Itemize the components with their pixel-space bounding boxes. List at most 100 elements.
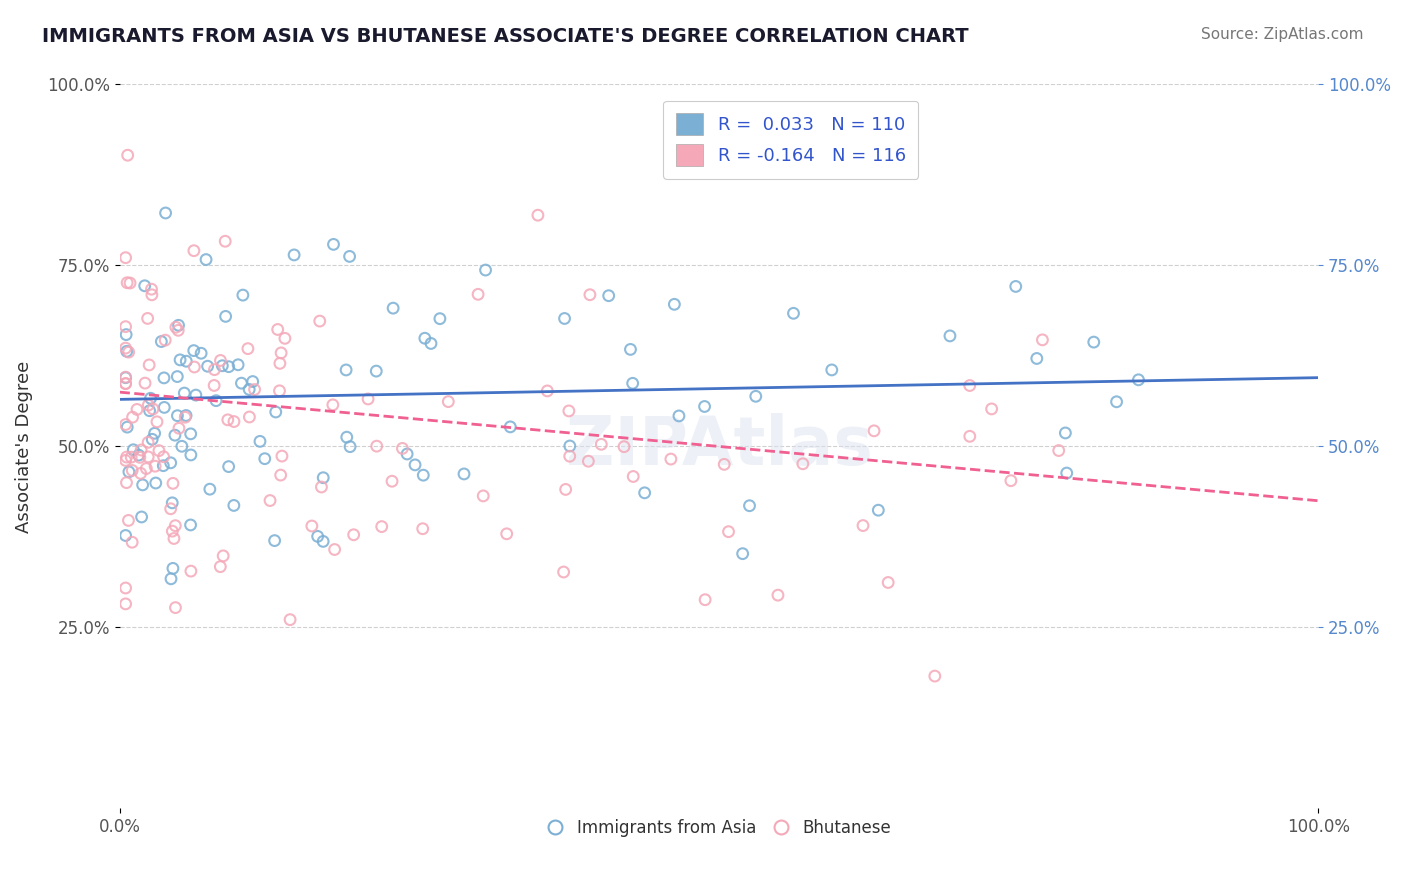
Point [129,442,152,457]
Point [141,433,163,447]
Point [125,402,148,417]
Point [138,358,160,372]
Point [453,467,475,481]
Point [959,429,981,443]
Point [370,519,392,533]
Text: IMMIGRANTS FROM ASIA VS BHUTANESE ASSOCIATE'S DEGREE CORRELATION CHART: IMMIGRANTS FROM ASIA VS BHUTANESE ASSOCI… [42,27,969,45]
Point [134,376,156,390]
Point [267,322,290,336]
Point [115,475,138,490]
Point [166,409,188,423]
Point [180,448,202,462]
Point [527,208,550,222]
Point [136,398,159,412]
Point [382,301,405,315]
Point [236,342,259,356]
Point [659,452,682,467]
Point [209,353,232,368]
Point [536,384,558,398]
Point [146,415,169,429]
Point [160,572,183,586]
Point [218,459,240,474]
Point [1031,333,1053,347]
Point [553,565,575,579]
Point [366,439,388,453]
Point [339,249,361,263]
Point [621,376,644,391]
Point [114,597,136,611]
Y-axis label: Associate's Degree: Associate's Degree [15,360,32,533]
Point [278,613,301,627]
Point [163,428,186,442]
Point [301,519,323,533]
Point [231,376,253,391]
Point [792,457,814,471]
Point [322,398,344,412]
Point [114,370,136,384]
Point [1025,351,1047,366]
Point [1047,443,1070,458]
Point [128,450,150,465]
Point [136,435,159,450]
Point [153,371,176,385]
Point [184,388,207,402]
Point [274,331,297,345]
Point [190,346,212,360]
Point [162,476,184,491]
Point [437,394,460,409]
Point [270,468,292,483]
Point [335,363,357,377]
Point [183,244,205,258]
Point [115,276,138,290]
Point [738,499,761,513]
Point [713,458,735,472]
Point [118,465,141,479]
Point [114,319,136,334]
Point [579,287,602,301]
Point [357,392,380,406]
Point [1105,394,1128,409]
Point [131,478,153,492]
Point [554,311,576,326]
Point [197,359,219,374]
Point [429,311,451,326]
Point [202,378,225,392]
Point [145,475,167,490]
Point [621,469,644,483]
Point [135,461,157,475]
Point [136,450,159,464]
Point [143,426,166,441]
Point [114,581,136,595]
Point [472,489,495,503]
Point [165,518,187,533]
Point [167,323,190,337]
Point [162,524,184,538]
Point [852,518,875,533]
Point [138,403,160,417]
Point [121,535,143,549]
Point [343,528,366,542]
Point [259,493,281,508]
Point [396,447,419,461]
Point [214,234,236,248]
Text: Source: ZipAtlas.com: Source: ZipAtlas.com [1201,27,1364,42]
Point [717,524,740,539]
Point [167,421,190,435]
Point [939,329,962,343]
Point [174,354,197,368]
Point [782,306,804,320]
Point [412,468,434,483]
Point [232,288,254,302]
Point [308,314,330,328]
Point [180,518,202,533]
Point [173,386,195,401]
Point [180,426,202,441]
Point [162,561,184,575]
Point [211,359,233,373]
Point [212,549,235,563]
Point [558,449,581,463]
Point [745,389,768,403]
Point [114,417,136,432]
Point [959,378,981,392]
Point [226,358,249,372]
